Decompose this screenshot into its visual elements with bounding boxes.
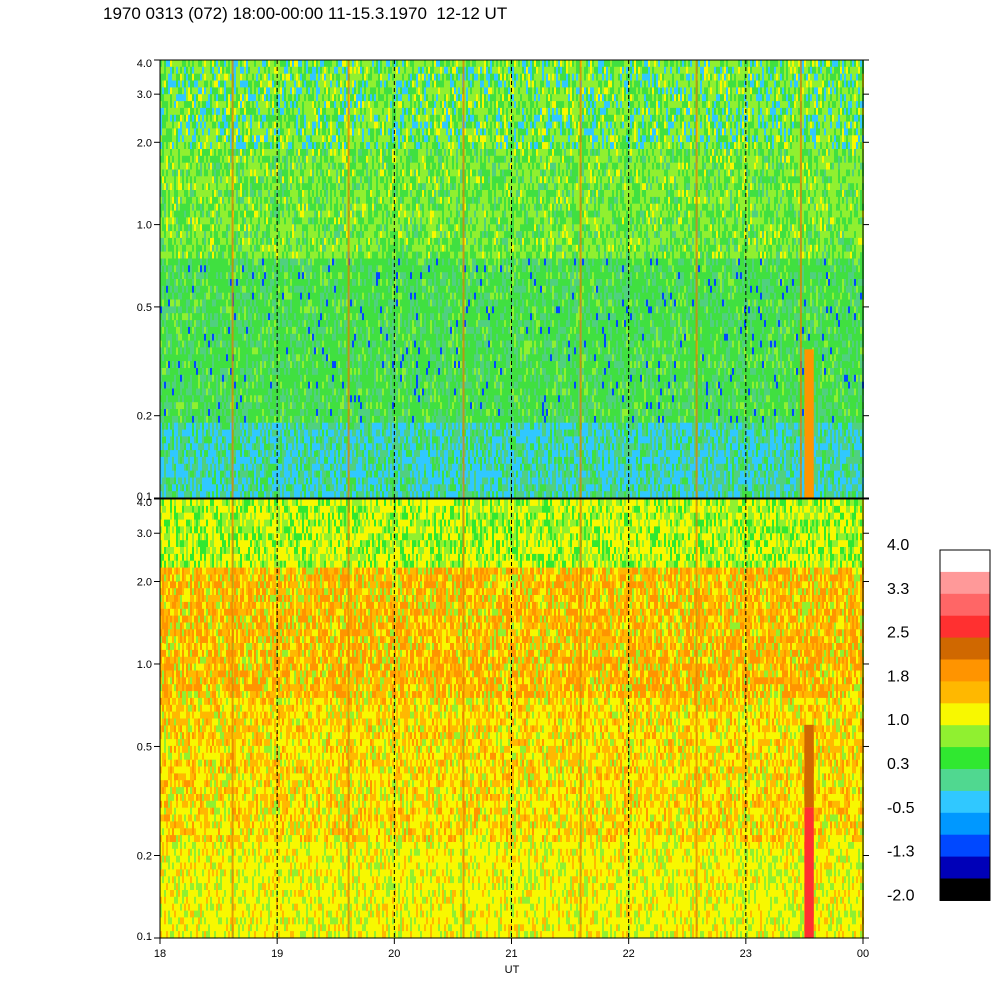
x-tick-label: 19 (271, 948, 283, 960)
x-tick-label: 23 (740, 948, 752, 960)
x-tick-label: 20 (388, 948, 400, 960)
colorbar-label: 1.0 (887, 712, 909, 729)
colorbar-swatch (940, 638, 990, 660)
event-band (804, 349, 813, 498)
colorbar-label: 1.8 (887, 668, 909, 685)
colorbar-label: -1.3 (887, 844, 915, 861)
emission-spike (463, 499, 465, 938)
colorbar-swatch (940, 725, 990, 747)
event-band (804, 725, 813, 808)
colorbar-swatch (940, 681, 990, 703)
colorbar-swatch (940, 835, 990, 857)
y-tick-label: 1.0 (137, 659, 152, 671)
colorbar-label: 4.0 (887, 537, 909, 554)
y-tick-label: 4.0 (137, 497, 152, 509)
x-tick-label: 22 (623, 948, 635, 960)
colorbar-label: -2.0 (887, 887, 915, 904)
x-tick-label: 21 (505, 948, 517, 960)
emission-spike (580, 60, 582, 498)
colorbar-swatch (940, 879, 990, 901)
colorbar: 4.0 3.3 2.5 1.8 1.0 0.3 -0.5 -1.3 -2.0 (887, 537, 990, 904)
colorbar-label: 3.3 (887, 581, 909, 598)
colorbar-swatch (940, 660, 990, 682)
y-tick-label: 0.2 (137, 851, 152, 863)
colorbar-swatch (940, 594, 990, 616)
colorbar-swatch (940, 572, 990, 594)
colorbar-label: 0.3 (887, 756, 909, 773)
y-tick-label: 3.0 (137, 89, 152, 101)
colorbar-swatch (940, 747, 990, 769)
emission-spike (348, 499, 350, 938)
y-tick-label: 2.0 (137, 577, 152, 589)
colorbar-swatch (940, 703, 990, 725)
y-tick-label: 3.0 (137, 528, 152, 540)
colorbar-label: -0.5 (887, 800, 915, 817)
emission-spike (232, 60, 234, 498)
x-axis-label: UT (505, 964, 520, 976)
colorbar-swatch (940, 616, 990, 638)
y-tick-label: 1.0 (137, 220, 152, 232)
emission-spike (232, 499, 234, 938)
colorbar-swatch (940, 857, 990, 879)
colorbar-label: 2.5 (887, 625, 909, 642)
x-tick-label: 18 (154, 948, 166, 960)
emission-spike (696, 60, 698, 498)
event-band (804, 807, 813, 938)
y-tick-label: 2.0 (137, 137, 152, 149)
y-tick-label: 4.0 (137, 58, 152, 70)
emission-spike (696, 499, 698, 938)
emission-spike (348, 60, 350, 498)
colorbar-swatch (940, 769, 990, 791)
panel-2: 0.1 0.2 0.5 1.0 2.0 3.0 4.0 (137, 497, 869, 943)
emission-spike (800, 60, 802, 498)
colorbar-swatch (940, 550, 990, 572)
y-tick-label: 0.5 (137, 302, 152, 314)
panel-1: 0.10.20.51.02.03.04.0 (137, 58, 869, 503)
colorbar-swatch (940, 791, 990, 813)
x-axis: 18 19 20 21 22 23 00 UT (154, 938, 869, 976)
y-tick-label: 0.2 (137, 411, 152, 423)
y-tick-label: 0.5 (137, 742, 152, 754)
emission-spike (580, 499, 582, 938)
x-tick-label: 00 (857, 948, 869, 960)
colorbar-swatch (940, 813, 990, 835)
y-tick-label: 0.1 (137, 931, 152, 943)
emission-spike (463, 60, 465, 498)
